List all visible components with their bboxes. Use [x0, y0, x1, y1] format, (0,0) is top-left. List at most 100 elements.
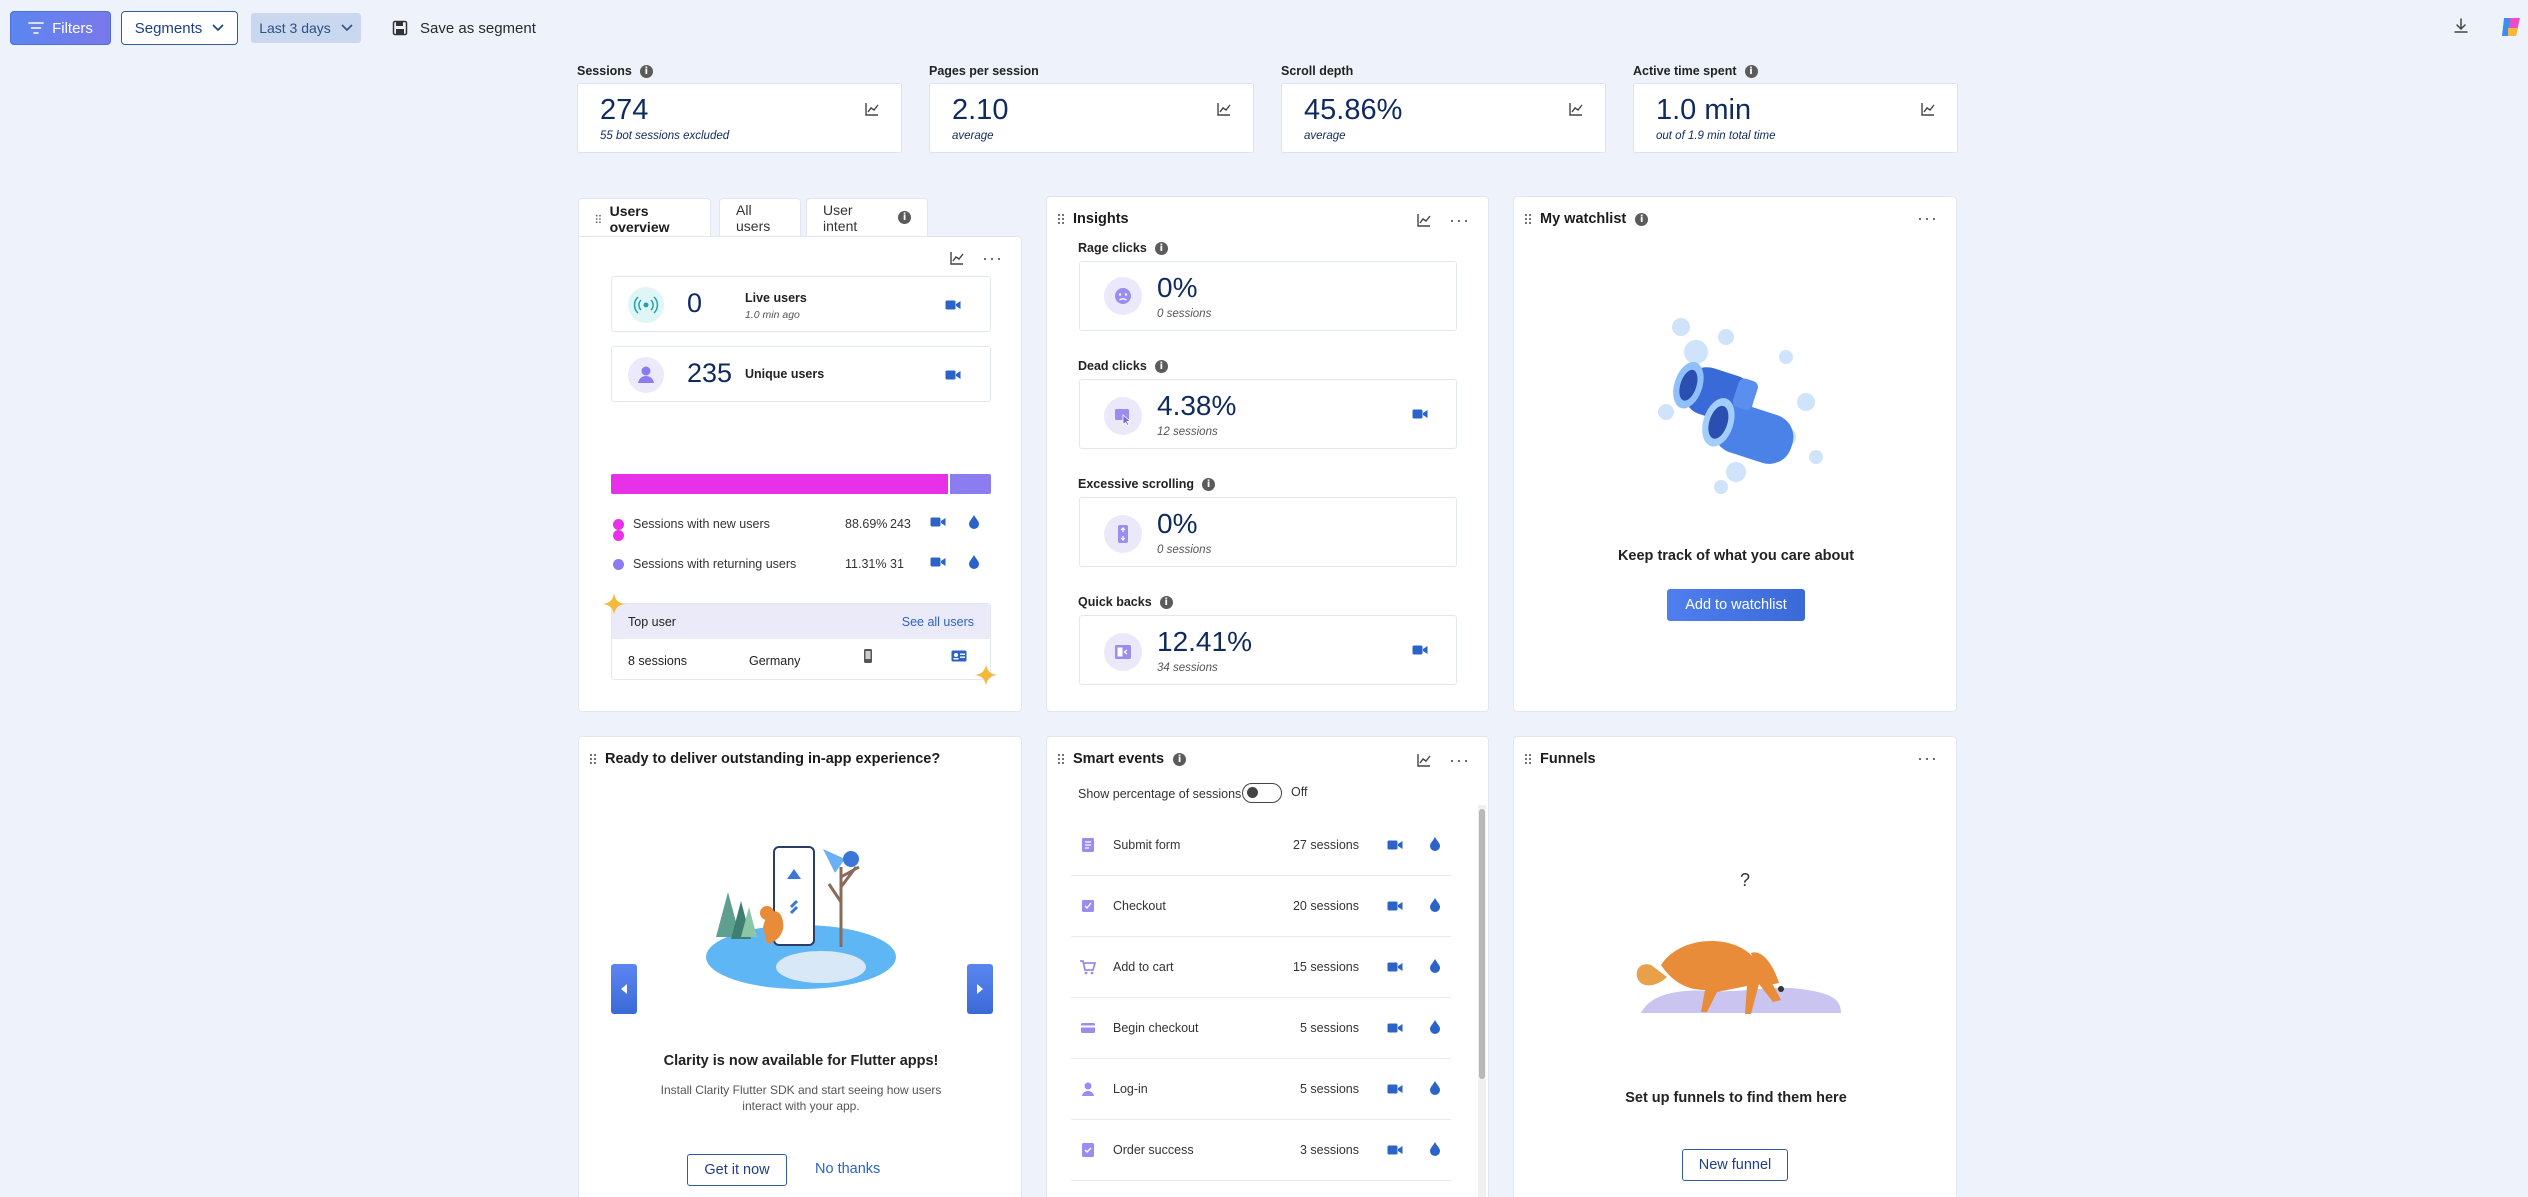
smart-event-row[interactable]: Add to cart 15 sessions [1071, 937, 1451, 998]
info-icon[interactable]: i [898, 211, 911, 224]
smart-event-row[interactable]: Submit form 27 sessions [1071, 815, 1451, 876]
event-type-icon [1082, 838, 1094, 852]
date-range-label: Last 3 days [259, 20, 331, 36]
kpi-value: 45.86% [1304, 94, 1403, 126]
video-camera-icon[interactable] [1412, 644, 1428, 656]
info-icon[interactable]: i [1173, 752, 1187, 766]
event-name: Order success [1113, 1143, 1194, 1157]
legend-dot [613, 530, 624, 541]
event-count: 5 sessions [1299, 1082, 1359, 1096]
smart-event-row[interactable]: Order success 3 sessions [1071, 1120, 1451, 1181]
panel-actions: ··· [1917, 208, 1938, 228]
kpi-card-scroll-depth: 45.86% average [1281, 83, 1606, 153]
video-camera-icon[interactable] [1412, 408, 1428, 420]
kpi-value: 274 [600, 94, 649, 126]
tab-all-users[interactable]: All users [719, 198, 801, 236]
legend-percent: 88.69% [845, 517, 888, 531]
info-icon[interactable]: i [1154, 241, 1168, 255]
kpi-value: 1.0 min [1656, 94, 1752, 126]
info-icon[interactable]: i [1154, 359, 1168, 373]
info-icon[interactable]: i [1159, 595, 1173, 609]
kpi-value: 2.10 [952, 94, 1009, 126]
scrollbar-thumb[interactable] [1479, 809, 1485, 1079]
smart-event-row[interactable]: Log-in 5 sessions [1071, 1059, 1451, 1120]
heatmap-flame-icon[interactable] [968, 554, 980, 569]
heatmap-flame-icon[interactable] [1429, 897, 1441, 912]
video-camera-icon[interactable] [1387, 1083, 1403, 1095]
insight-card-rage-clicks[interactable]: 0% 0 sessions [1079, 261, 1457, 331]
user-icon [628, 357, 664, 393]
more-options-icon[interactable]: ··· [1917, 748, 1938, 768]
video-camera-icon[interactable] [1387, 839, 1403, 851]
drag-handle-icon[interactable] [595, 213, 602, 225]
toggle-label: Show percentage of sessions [1078, 787, 1242, 801]
video-camera-icon[interactable] [1387, 900, 1403, 912]
more-options-icon[interactable]: ··· [982, 248, 1003, 268]
video-camera-icon[interactable] [945, 299, 961, 311]
more-options-icon[interactable]: ··· [1449, 750, 1470, 770]
trend-chart-icon[interactable] [1417, 753, 1431, 767]
info-icon[interactable]: i [1202, 477, 1216, 491]
drag-handle-icon[interactable] [1524, 753, 1532, 765]
drag-handle-icon[interactable] [1524, 213, 1532, 225]
heatmap-flame-icon[interactable] [1429, 1019, 1441, 1034]
smart-event-row[interactable]: Begin checkout 5 sessions [1071, 998, 1451, 1059]
more-options-icon[interactable]: ··· [1449, 210, 1470, 230]
trend-chart-icon[interactable] [1417, 213, 1431, 227]
fox-illustration [1636, 941, 1841, 1014]
drag-handle-icon[interactable] [1057, 753, 1065, 765]
video-camera-icon[interactable] [1387, 1022, 1403, 1034]
carousel-prev-button[interactable] [611, 964, 637, 1014]
carousel-next-button[interactable] [967, 964, 993, 1014]
info-icon[interactable]: i [1744, 64, 1758, 78]
download-icon[interactable] [2452, 17, 2470, 40]
bar-segment-new-users [611, 474, 949, 494]
tab-users-overview[interactable]: Users overview [578, 198, 711, 238]
see-all-users-link[interactable]: See all users [901, 615, 974, 629]
heatmap-flame-icon[interactable] [1429, 1141, 1441, 1156]
video-camera-icon[interactable] [930, 516, 946, 528]
user-card-icon[interactable] [951, 650, 967, 662]
percentage-toggle[interactable] [1242, 783, 1282, 803]
info-icon[interactable]: i [639, 64, 653, 78]
insight-card-dead-clicks[interactable]: 4.38% 12 sessions [1079, 379, 1457, 449]
drag-handle-icon[interactable] [1057, 213, 1065, 225]
info-icon[interactable]: i [1635, 212, 1649, 226]
video-camera-icon[interactable] [945, 369, 961, 381]
drag-handle-icon[interactable] [589, 753, 597, 765]
top-user-card: Top user See all users 8 sessions German… [611, 603, 991, 680]
trend-chart-icon[interactable] [1921, 102, 1935, 116]
more-options-icon[interactable]: ··· [1917, 208, 1938, 228]
filters-button[interactable]: Filters [10, 11, 111, 45]
copilot-icon[interactable] [2498, 14, 2524, 45]
top-user-title: Top user [628, 615, 676, 629]
mobile-device-icon [864, 649, 872, 663]
scrollbar-track[interactable] [1478, 805, 1486, 1197]
smart-event-row[interactable]: Checkout 20 sessions [1071, 876, 1451, 937]
panel-actions: ··· [1917, 748, 1938, 768]
trend-chart-icon[interactable] [1569, 102, 1583, 116]
trend-chart-icon[interactable] [1217, 102, 1231, 116]
tab-user-intent[interactable]: User intent i [806, 198, 928, 236]
insight-label-quick-backs: Quick backs i [1078, 595, 1173, 609]
add-to-watchlist-button[interactable]: Add to watchlist [1667, 589, 1805, 621]
save-as-segment-button[interactable]: Save as segment [392, 13, 536, 43]
new-funnel-button[interactable]: New funnel [1682, 1149, 1788, 1181]
trend-chart-icon[interactable] [865, 102, 879, 116]
heatmap-flame-icon[interactable] [1429, 1080, 1441, 1095]
insight-card-excessive-scrolling[interactable]: 0% 0 sessions [1079, 497, 1457, 567]
question-mark: ? [1740, 870, 1751, 890]
heatmap-flame-icon[interactable] [1429, 836, 1441, 851]
get-it-now-button[interactable]: Get it now [687, 1154, 787, 1186]
event-name: Log-in [1113, 1082, 1148, 1096]
video-camera-icon[interactable] [1387, 1144, 1403, 1156]
insight-card-quick-backs[interactable]: 12.41% 34 sessions [1079, 615, 1457, 685]
heatmap-flame-icon[interactable] [968, 514, 980, 529]
video-camera-icon[interactable] [930, 556, 946, 568]
trend-chart-icon[interactable] [950, 251, 964, 265]
segments-dropdown[interactable]: Segments [121, 11, 238, 45]
video-camera-icon[interactable] [1387, 961, 1403, 973]
no-thanks-link[interactable]: No thanks [815, 1161, 881, 1177]
heatmap-flame-icon[interactable] [1429, 958, 1441, 973]
date-range-dropdown[interactable]: Last 3 days [251, 13, 361, 43]
